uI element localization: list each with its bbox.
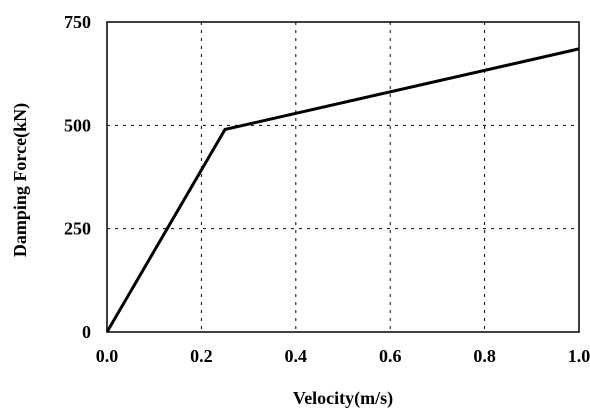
x-tick-label: 1.0 — [568, 346, 590, 366]
y-tick-label: 500 — [64, 115, 91, 135]
series-layer — [105, 47, 580, 333]
x-tick-label: 0.6 — [379, 346, 402, 366]
x-tick-label: 0.2 — [190, 346, 213, 366]
gridlines — [107, 22, 579, 332]
series-line — [105, 47, 580, 333]
y-tick-label: 0 — [82, 322, 91, 342]
x-axis-label: Velocity(m/s) — [293, 388, 393, 408]
x-tick-label: 0.0 — [96, 346, 119, 366]
plot-frame — [106, 21, 580, 333]
tick-labels: 0.0 0.2 0.4 0.6 0.8 1.0 0 250 500 750 — [64, 12, 590, 366]
y-tick-label: 250 — [64, 219, 91, 239]
y-tick-label: 750 — [64, 12, 91, 32]
x-tick-label: 0.8 — [473, 346, 496, 366]
x-tick-label: 0.4 — [285, 346, 308, 366]
y-axis-label: Damping Force(kN) — [10, 103, 31, 257]
